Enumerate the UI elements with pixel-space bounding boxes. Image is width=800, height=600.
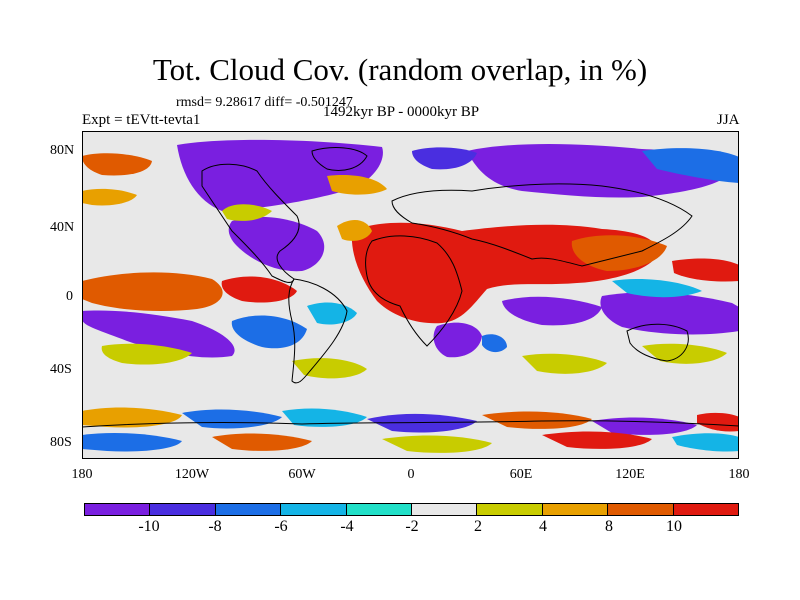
colorbar-swatch xyxy=(542,503,607,516)
colorbar-swatch xyxy=(84,503,149,516)
colorbar-swatch xyxy=(346,503,411,516)
colorbar-swatch xyxy=(215,503,280,516)
lon-label-180w: 180 xyxy=(72,467,93,483)
lat-label-eq: 0 xyxy=(66,289,73,305)
lat-label-40s: 40S xyxy=(50,362,72,378)
colorbar-label: 2 xyxy=(474,518,482,536)
map-title: Tot. Cloud Cov. (random overlap, in %) xyxy=(0,52,800,88)
lon-label-0: 0 xyxy=(408,467,415,483)
colorbar-label: -6 xyxy=(274,518,287,536)
lat-label-80n: 80N xyxy=(50,143,74,159)
cloud-anomaly-map xyxy=(82,131,739,459)
colorbar-label: 4 xyxy=(539,518,547,536)
lon-label-180e: 180 xyxy=(729,467,750,483)
season-label: JJA xyxy=(717,112,740,129)
colorbar-label: -8 xyxy=(208,518,221,536)
colorbar-label: 10 xyxy=(666,518,682,536)
lon-label-120w: 120W xyxy=(175,467,209,483)
lon-label-120e: 120E xyxy=(615,467,645,483)
colorbar-label: -4 xyxy=(340,518,353,536)
lat-label-40n: 40N xyxy=(50,220,74,236)
lat-label-80s: 80S xyxy=(50,435,72,451)
lon-label-60w: 60W xyxy=(288,467,315,483)
colorbar-swatch xyxy=(149,503,214,516)
lon-label-60e: 60E xyxy=(510,467,533,483)
colorbar-swatch xyxy=(411,503,476,516)
colorbar-swatch xyxy=(280,503,345,516)
colorbar-swatch xyxy=(476,503,541,516)
colorbar-label: 8 xyxy=(605,518,613,536)
period-label: 1492kyr BP - 0000kyr BP xyxy=(323,104,479,121)
colorbar xyxy=(84,503,739,516)
experiment-label: Expt = tEVtt-tevta1 xyxy=(82,112,200,129)
colorbar-swatch xyxy=(607,503,672,516)
map-panel xyxy=(82,131,739,459)
colorbar-label: -2 xyxy=(405,518,418,536)
colorbar-swatch xyxy=(673,503,739,516)
colorbar-label: -10 xyxy=(138,518,159,536)
